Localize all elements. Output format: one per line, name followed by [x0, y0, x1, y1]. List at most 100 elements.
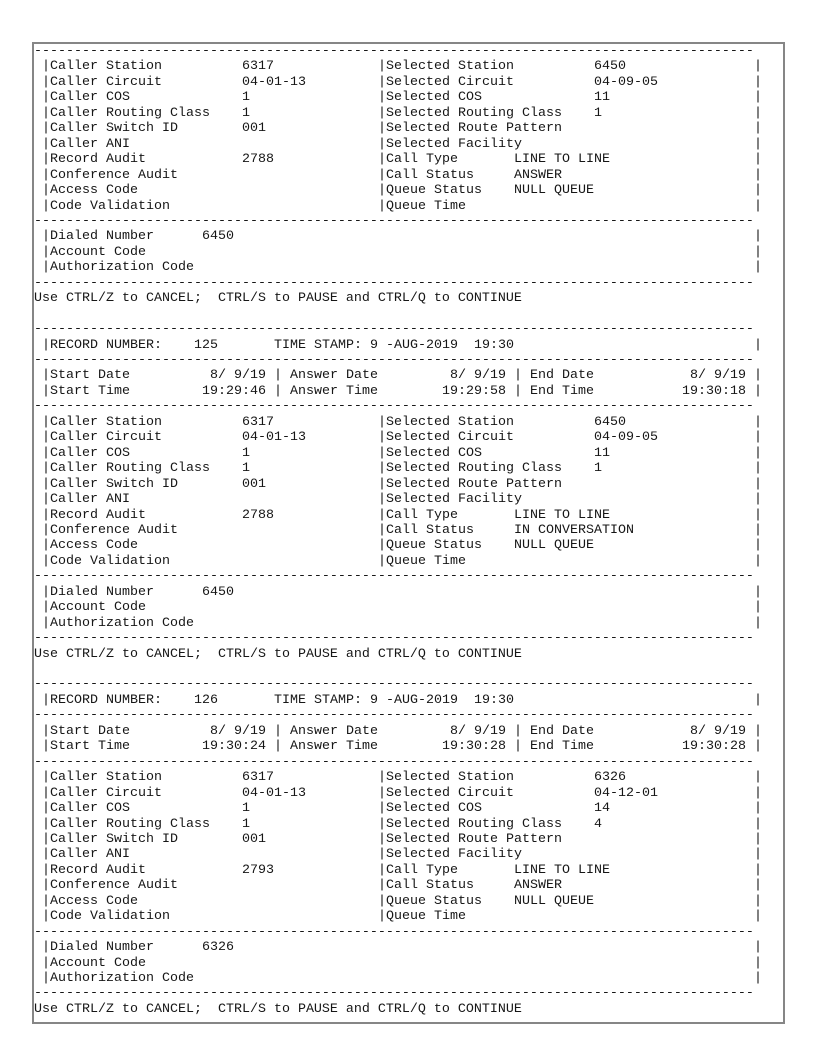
- dialed-number-label: Dialed Number: [50, 940, 154, 956]
- end-date-label: End Date: [530, 723, 594, 739]
- keyboard-hint-line: Use CTRL/Z to CANCEL; CTRL/S to PAUSE an…: [34, 1002, 783, 1017]
- date-time-line: | | | | Start Time 19:29:46 Answer Time 19:29:5…: [34, 384, 783, 399]
- record-detail-line: | | | Caller Switch ID 001 Selected Route Pat…: [34, 832, 783, 847]
- keyboard-hint: Use CTRL/Z to CANCEL; CTRL/S to PAUSE an…: [34, 291, 522, 307]
- selected-route-pattern-label: Selected Route Pattern: [386, 121, 562, 137]
- caller-cos-value: 1: [242, 801, 250, 817]
- selected-routing-class-value: 4: [594, 816, 602, 832]
- selected-routing-class-label: Selected Routing Class: [386, 105, 562, 121]
- column-separator-pipe: |: [754, 739, 762, 755]
- column-separator-pipe: |: [754, 785, 762, 801]
- column-separator-pipe: |: [754, 476, 762, 492]
- start-date-value: 8/ 9/19: [210, 723, 266, 739]
- account-code-line: | | Account Code: [34, 956, 783, 971]
- record-detail-line: | | | Conference Audit Call Status ANSWER: [34, 168, 783, 183]
- column-separator-pipe: |: [754, 955, 762, 971]
- caller-switch-id-label: Caller Switch ID: [50, 831, 178, 847]
- caller-routing-class-value: 1: [242, 461, 250, 477]
- authorization-code-label: Authorization Code: [50, 615, 194, 631]
- record-detail-line: | | | Code Validation Queue Time: [34, 909, 783, 924]
- column-separator-pipe: |: [378, 909, 386, 925]
- record-detail-line: | | | Caller Routing Class 1 Selected Routing…: [34, 817, 783, 832]
- end-time-value: 19:30:28: [682, 739, 746, 755]
- answer-time-value: 19:30:28: [442, 739, 506, 755]
- caller-switch-id-label: Caller Switch ID: [50, 476, 178, 492]
- column-separator-pipe: |: [42, 492, 50, 508]
- selected-routing-class-label: Selected Routing Class: [386, 816, 562, 832]
- column-separator-pipe: |: [754, 90, 762, 106]
- record-number-label: RECORD NUMBER:: [50, 692, 162, 708]
- selected-cos-value: 14: [594, 801, 610, 817]
- column-separator-pipe: |: [378, 59, 386, 75]
- column-separator-pipe: |: [378, 893, 386, 909]
- caller-routing-class-value: 1: [242, 105, 250, 121]
- selected-cos-label: Selected COS: [386, 801, 482, 817]
- column-separator-pipe: |: [378, 414, 386, 430]
- column-separator-pipe: |: [42, 383, 50, 399]
- column-separator-pipe: |: [42, 368, 50, 384]
- caller-ani-label: Caller ANI: [50, 847, 130, 863]
- time-stamp-label: TIME STAMP:: [274, 337, 362, 353]
- column-separator-pipe: |: [378, 801, 386, 817]
- selected-cos-label: Selected COS: [386, 445, 482, 461]
- column-separator-pipe: |: [42, 847, 50, 863]
- record-number-value: 125: [194, 337, 218, 353]
- divider-line: ----------------------------------------…: [34, 322, 783, 337]
- account-code-label: Account Code: [50, 600, 146, 616]
- column-separator-pipe: |: [42, 553, 50, 569]
- time-stamp-value: 9 -AUG-2019 19:30: [370, 337, 514, 353]
- record-detail-line: | | | Caller Station 6317 Selected Station 632…: [34, 770, 783, 785]
- selected-cos-value: 11: [594, 90, 610, 106]
- answer-date-value: 8/ 9/19: [450, 368, 506, 384]
- time-stamp-label: TIME STAMP:: [274, 692, 362, 708]
- column-separator-pipe: |: [42, 105, 50, 121]
- conference-audit-label: Conference Audit: [50, 522, 178, 538]
- column-separator-pipe: |: [42, 59, 50, 75]
- caller-cos-value: 1: [242, 90, 250, 106]
- column-separator-pipe: |: [514, 723, 522, 739]
- record-detail-line: | | | Caller ANI Selected Facility: [34, 492, 783, 507]
- divider-dashes: ----------------------------------------…: [34, 322, 754, 338]
- column-separator-pipe: |: [42, 801, 50, 817]
- record-detail-line: | | | Caller Circuit 04-01-13 Selected Circui…: [34, 75, 783, 90]
- caller-routing-class-value: 1: [242, 816, 250, 832]
- column-separator-pipe: |: [378, 847, 386, 863]
- time-stamp-value: 9 -AUG-2019 19:30: [370, 692, 514, 708]
- divider-line: ----------------------------------------…: [34, 353, 783, 368]
- column-separator-pipe: |: [378, 507, 386, 523]
- divider-line: ----------------------------------------…: [34, 569, 783, 584]
- column-separator-pipe: |: [754, 615, 762, 631]
- column-separator-pipe: |: [378, 105, 386, 121]
- column-separator-pipe: |: [378, 74, 386, 90]
- record-audit-label: Record Audit: [50, 862, 146, 878]
- start-time-value: 19:29:46: [202, 383, 266, 399]
- start-date-label: Start Date: [50, 368, 130, 384]
- selected-circuit-value: 04-09-05: [594, 430, 658, 446]
- record-detail-line: | | | Conference Audit Call Status ANSWER: [34, 878, 783, 893]
- selected-circuit-label: Selected Circuit: [386, 430, 514, 446]
- divider-line: ----------------------------------------…: [34, 214, 783, 229]
- answer-time-value: 19:29:58: [442, 383, 506, 399]
- authorization-code-label: Authorization Code: [50, 260, 194, 276]
- end-date-value: 8/ 9/19: [690, 723, 746, 739]
- start-time-label: Start Time: [50, 739, 130, 755]
- keyboard-hint-line: Use CTRL/Z to CANCEL; CTRL/S to PAUSE an…: [34, 291, 783, 306]
- column-separator-pipe: |: [754, 538, 762, 554]
- column-separator-pipe: |: [378, 430, 386, 446]
- selected-station-value: 6450: [594, 414, 626, 430]
- record-detail-line: | | | Record Audit 2788 Call Type LINE TO LINE: [34, 152, 783, 167]
- column-separator-pipe: |: [378, 136, 386, 152]
- caller-circuit-value: 04-01-13: [242, 430, 306, 446]
- caller-routing-class-label: Caller Routing Class: [50, 461, 210, 477]
- caller-station-value: 6317: [242, 414, 274, 430]
- caller-station-value: 6317: [242, 59, 274, 75]
- caller-switch-id-label: Caller Switch ID: [50, 121, 178, 137]
- column-separator-pipe: |: [514, 368, 522, 384]
- column-separator-pipe: |: [378, 152, 386, 168]
- divider-dashes: ----------------------------------------…: [34, 924, 754, 940]
- account-code-line: | | Account Code: [34, 245, 783, 260]
- authorization-code-line: | | Authorization Code: [34, 971, 783, 986]
- record-detail-line: | | | Record Audit 2793 Call Type LINE TO LINE: [34, 863, 783, 878]
- column-separator-pipe: |: [754, 59, 762, 75]
- column-separator-pipe: |: [42, 878, 50, 894]
